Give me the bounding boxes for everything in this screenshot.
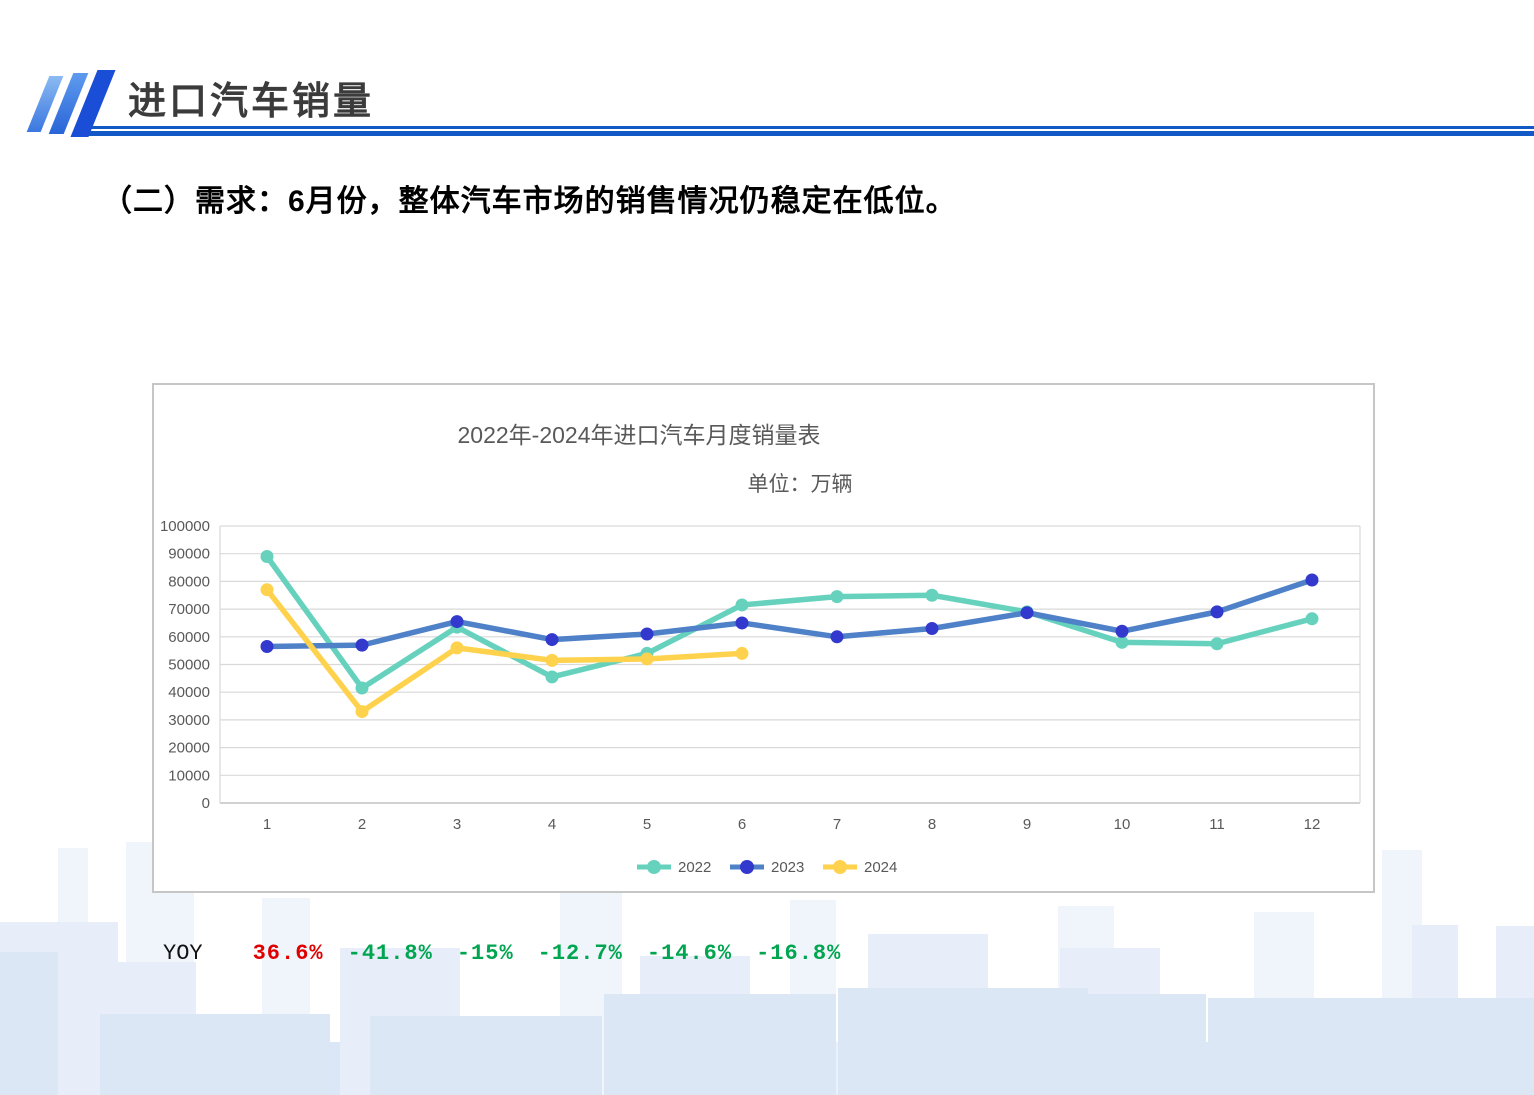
y-tick-label: 60000 [168, 629, 210, 646]
y-tick-label: 50000 [168, 657, 210, 674]
y-tick-label: 0 [202, 795, 210, 812]
yoy-label: YOY [163, 941, 203, 966]
data-point-2024-m4 [545, 653, 559, 667]
yoy-row: YOY 36.6% -41.8% -15% -12.7% -14.6% -16.8% [163, 941, 841, 966]
data-point-2022-m10 [1115, 635, 1129, 649]
x-tick-label: 4 [548, 816, 556, 833]
x-tick-label: 5 [643, 816, 651, 833]
skyline-bar [604, 994, 836, 1095]
data-point-2022-m8 [925, 588, 939, 602]
skyline-bar [838, 988, 1088, 1095]
data-point-2024-m6 [735, 646, 749, 660]
data-point-2023-m1 [260, 639, 274, 653]
data-point-2023-m8 [925, 621, 939, 635]
sales-chart: 0 10000 20000 30000 40000 50000 60000 70000 8000… [160, 422, 1361, 876]
legend-label-2023: 2023 [771, 859, 804, 876]
yoy-value-2: -41.8% [347, 941, 433, 966]
x-tick-label: 8 [928, 816, 936, 833]
x-tick-label: 2 [358, 816, 366, 833]
data-point-2023-m2 [355, 638, 369, 652]
y-tick-label: 100000 [160, 518, 210, 535]
skyline-bar [1208, 998, 1534, 1095]
data-point-2023-m11 [1210, 605, 1224, 619]
data-point-2022-m1 [260, 549, 274, 563]
skyline-bar [1088, 994, 1206, 1095]
data-point-2023-m10 [1115, 624, 1129, 638]
series-line-2022 [264, 553, 1315, 691]
data-point-2023-m7 [830, 630, 844, 644]
y-tick-label: 40000 [168, 684, 210, 701]
section-heading: （二）需求：6月份，整体汽车市场的销售情况仍稳定在低位。 [102, 185, 957, 218]
data-point-2024-m5 [640, 652, 654, 666]
data-point-2024-m1 [260, 583, 274, 597]
data-point-2022-m12 [1305, 612, 1319, 626]
data-point-2023-m5 [640, 627, 654, 641]
skyline-bar [100, 1014, 330, 1095]
y-tick-label: 80000 [168, 573, 210, 590]
legend-label-2022: 2022 [678, 859, 711, 876]
data-point-2022-m6 [735, 598, 749, 612]
skyline-bar [0, 952, 58, 1095]
chart-panel: 0 10000 20000 30000 40000 50000 60000 70000 8000… [152, 383, 1375, 893]
y-tick-label: 10000 [168, 767, 210, 784]
x-tick-label: 6 [738, 816, 746, 833]
x-tick-label: 12 [1304, 816, 1321, 833]
divider-line-top [88, 126, 1534, 129]
legend-label-2024: 2024 [864, 859, 897, 876]
x-tick-label: 7 [833, 816, 841, 833]
divider-line-bottom [88, 131, 1534, 136]
data-point-2023-m4 [545, 633, 559, 647]
x-tick-label: 11 [1209, 816, 1225, 833]
yoy-value-4: -12.7% [537, 941, 623, 966]
yoy-value-5: -14.6% [646, 941, 733, 966]
x-tick-label: 9 [1023, 816, 1031, 833]
legend-marker-2022 [647, 860, 661, 874]
legend-marker-2024 [833, 860, 847, 874]
data-point-2022-m4 [545, 670, 559, 684]
skyline-bar [370, 1016, 602, 1095]
yoy-value-6: -16.8% [756, 941, 842, 966]
y-tick-label: 90000 [168, 546, 210, 563]
data-point-2022-m11 [1210, 637, 1224, 651]
y-tick-label: 20000 [168, 740, 210, 757]
data-point-2023-m9 [1020, 606, 1034, 620]
data-point-2023-m12 [1305, 573, 1319, 587]
data-point-2024-m2 [355, 705, 369, 719]
series-line-2023 [264, 577, 1315, 650]
y-tick-label: 30000 [168, 712, 210, 729]
x-tick-label: 10 [1114, 816, 1131, 833]
data-point-2024-m3 [450, 641, 464, 655]
chart-title: 2022年-2024年进口汽车月度销量表 [458, 422, 821, 448]
data-point-2023-m6 [735, 616, 749, 630]
divider-gap [88, 129, 1534, 131]
data-point-2022-m2 [355, 681, 369, 695]
x-tick-label: 1 [263, 816, 271, 833]
data-point-2022-m7 [830, 590, 844, 604]
header-divider [88, 126, 1534, 136]
chart-unit-label: 单位：万辆 [748, 473, 853, 496]
yoy-value-1: 36.6% [252, 941, 324, 966]
legend-marker-2023 [740, 860, 754, 874]
y-tick-label: 70000 [168, 601, 210, 618]
data-point-2023-m3 [450, 615, 464, 629]
x-tick-label: 3 [453, 816, 461, 833]
page-title: 进口汽车销量 [128, 81, 375, 123]
series-line-2024 [264, 586, 745, 715]
yoy-value-3: -15% [456, 941, 514, 966]
